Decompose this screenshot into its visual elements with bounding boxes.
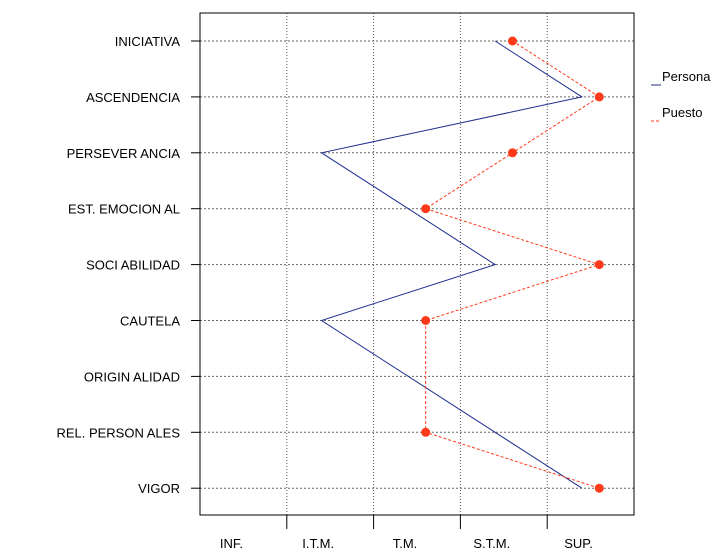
data-point-puesto [421, 204, 431, 214]
x-axis-labels: INF. I.T.M. T.M. S.T.M. SUP. [220, 536, 593, 551]
category-label: REL. PERSON ALES [56, 425, 180, 440]
category-label: CAUTELA [120, 314, 180, 329]
x-axis-label: T.M. [393, 536, 418, 551]
data-point-puesto [594, 483, 604, 493]
legend: Persona Puesto [651, 69, 711, 122]
plot-frame [199, 12, 635, 516]
data-point-puesto [594, 260, 604, 270]
category-label: ORIGIN ALIDAD [84, 369, 180, 384]
series-layer [320, 36, 604, 493]
x-axis-label: INF. [220, 536, 243, 551]
data-point-puesto [507, 148, 517, 158]
series-line-puesto [424, 40, 601, 489]
category-label: SOCI ABILIDAD [86, 258, 180, 273]
x-axis-label: S.T.M. [473, 536, 510, 551]
series-line-persona [320, 40, 584, 489]
x-axis-label: SUP. [564, 536, 593, 551]
category-labels: INICIATIVA ASCENDENCIA PERSEVER ANCIA EST. … [56, 34, 180, 496]
category-label: PERSEVER ANCIA [67, 146, 181, 161]
data-point-puesto [594, 92, 604, 102]
category-label: INICIATIVA [115, 34, 181, 49]
vertical-gridlines [286, 13, 548, 515]
data-point-puesto [507, 36, 517, 46]
data-point-puesto [421, 427, 431, 437]
horizontal-gridlines [191, 40, 634, 489]
data-point-puesto [421, 316, 431, 325]
x-axis-ticks [286, 515, 548, 529]
legend-label: Puesto [662, 105, 702, 120]
x-axis-label: I.T.M. [302, 536, 334, 551]
category-label: ASCENDENCIA [86, 90, 180, 105]
category-label: VIGOR [138, 481, 180, 496]
category-label: EST. EMOCION AL [68, 202, 180, 217]
legend-label: Persona [662, 69, 711, 84]
